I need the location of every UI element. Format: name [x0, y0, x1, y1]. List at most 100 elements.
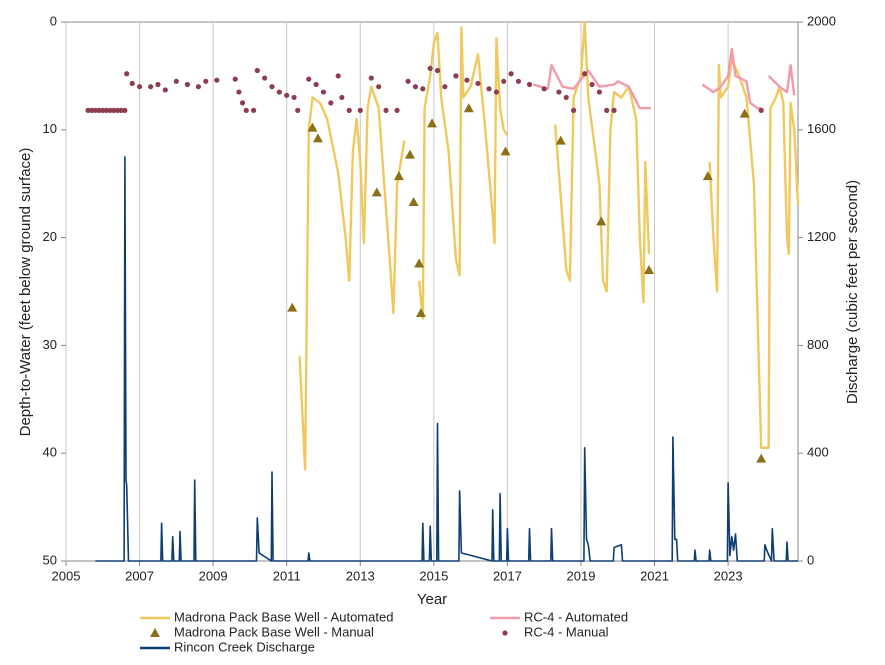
marker: [408, 197, 419, 207]
legend-label: Madrona Pack Base Well - Automated: [174, 609, 393, 624]
marker: [291, 94, 297, 101]
marker: [582, 71, 588, 77]
marker: [96, 107, 102, 113]
marker: [122, 107, 128, 113]
marker: [114, 107, 121, 113]
marker: [92, 107, 99, 113]
marker: [383, 107, 389, 113]
marker: [508, 71, 514, 77]
marker: [118, 107, 124, 113]
marker: [100, 107, 106, 113]
legend-label: RC-4 - Manual: [524, 624, 609, 639]
marker: [420, 86, 426, 92]
marker: [475, 80, 481, 87]
marker: [571, 107, 577, 113]
marker: [453, 73, 459, 79]
marker: [239, 100, 246, 106]
marker: [346, 107, 352, 113]
legend-swatch: [502, 630, 508, 636]
marker: [124, 71, 130, 77]
marker: [136, 84, 143, 90]
marker: [434, 67, 441, 74]
marker: [307, 122, 318, 132]
y2-axis-label: Discharge (cubic feet per second): [844, 180, 861, 404]
marker: [269, 84, 275, 90]
marker: [103, 107, 110, 113]
marker: [107, 107, 113, 113]
marker: [129, 80, 135, 87]
y2-tick-label: 400: [807, 445, 829, 460]
x-tick-label: 2007: [125, 568, 154, 583]
marker: [394, 107, 400, 113]
marker: [739, 108, 750, 118]
marker: [611, 107, 617, 113]
marker: [368, 75, 374, 81]
marker: [463, 103, 474, 113]
marker: [464, 77, 470, 83]
plot-frame: [65, 21, 799, 562]
x-tick-label: 2013: [346, 568, 375, 583]
marker: [702, 171, 713, 181]
marker: [556, 89, 562, 95]
marker: [214, 77, 220, 83]
marker: [393, 171, 404, 181]
x-tick-label: 2015: [419, 568, 448, 583]
marker: [339, 94, 345, 101]
marker: [644, 264, 655, 274]
marker: [756, 453, 767, 463]
x-tick-label: 2005: [52, 568, 81, 583]
marker: [254, 67, 260, 74]
legend-label: Rincon Creek Discharge: [174, 639, 315, 654]
marker: [312, 133, 323, 143]
y-tick-label: 10: [43, 121, 57, 136]
marker: [89, 107, 95, 113]
marker: [243, 107, 249, 113]
marker: [236, 89, 242, 95]
marker: [526, 81, 533, 88]
y-axis-label: Depth-to-Water (feet below ground surfac…: [17, 148, 34, 437]
marker: [287, 302, 298, 312]
legend-label: RC-4 - Automated: [524, 609, 628, 624]
series-line: [95, 156, 798, 562]
marker: [414, 258, 425, 268]
marker: [500, 146, 511, 156]
marker: [493, 89, 499, 95]
marker: [501, 78, 507, 84]
marker: [563, 94, 569, 101]
marker: [555, 135, 566, 145]
y-tick-label: 40: [43, 445, 57, 460]
marker: [173, 78, 179, 84]
marker: [203, 78, 209, 84]
x-tick-label: 2017: [493, 568, 522, 583]
marker: [295, 107, 301, 113]
x-axis-label: Year: [417, 591, 447, 608]
y2-tick-label: 0: [807, 552, 814, 567]
marker: [85, 107, 91, 113]
marker: [111, 107, 117, 113]
x-tick-label: 2011: [273, 568, 301, 583]
y-tick-label: 0: [50, 13, 57, 28]
x-tick-label: 2023: [714, 568, 743, 583]
marker: [276, 89, 282, 95]
x-tick-label: 2021: [640, 568, 669, 583]
series-line: [298, 20, 800, 471]
marker: [371, 187, 382, 197]
legend-label: Madrona Pack Base Well - Manual: [174, 624, 374, 639]
marker: [148, 84, 154, 90]
marker: [442, 84, 448, 90]
marker: [320, 89, 327, 95]
marker: [541, 86, 547, 92]
y2-tick-label: 800: [807, 337, 829, 352]
y-tick-label: 50: [43, 552, 57, 567]
marker: [335, 73, 341, 79]
marker: [262, 75, 268, 81]
y-tick-label: 20: [43, 229, 57, 244]
y2-tick-label: 2000: [807, 13, 836, 28]
marker: [184, 81, 190, 88]
marker: [604, 107, 610, 113]
x-tick-label: 2009: [199, 568, 228, 583]
marker: [405, 78, 411, 84]
marker: [250, 107, 257, 113]
